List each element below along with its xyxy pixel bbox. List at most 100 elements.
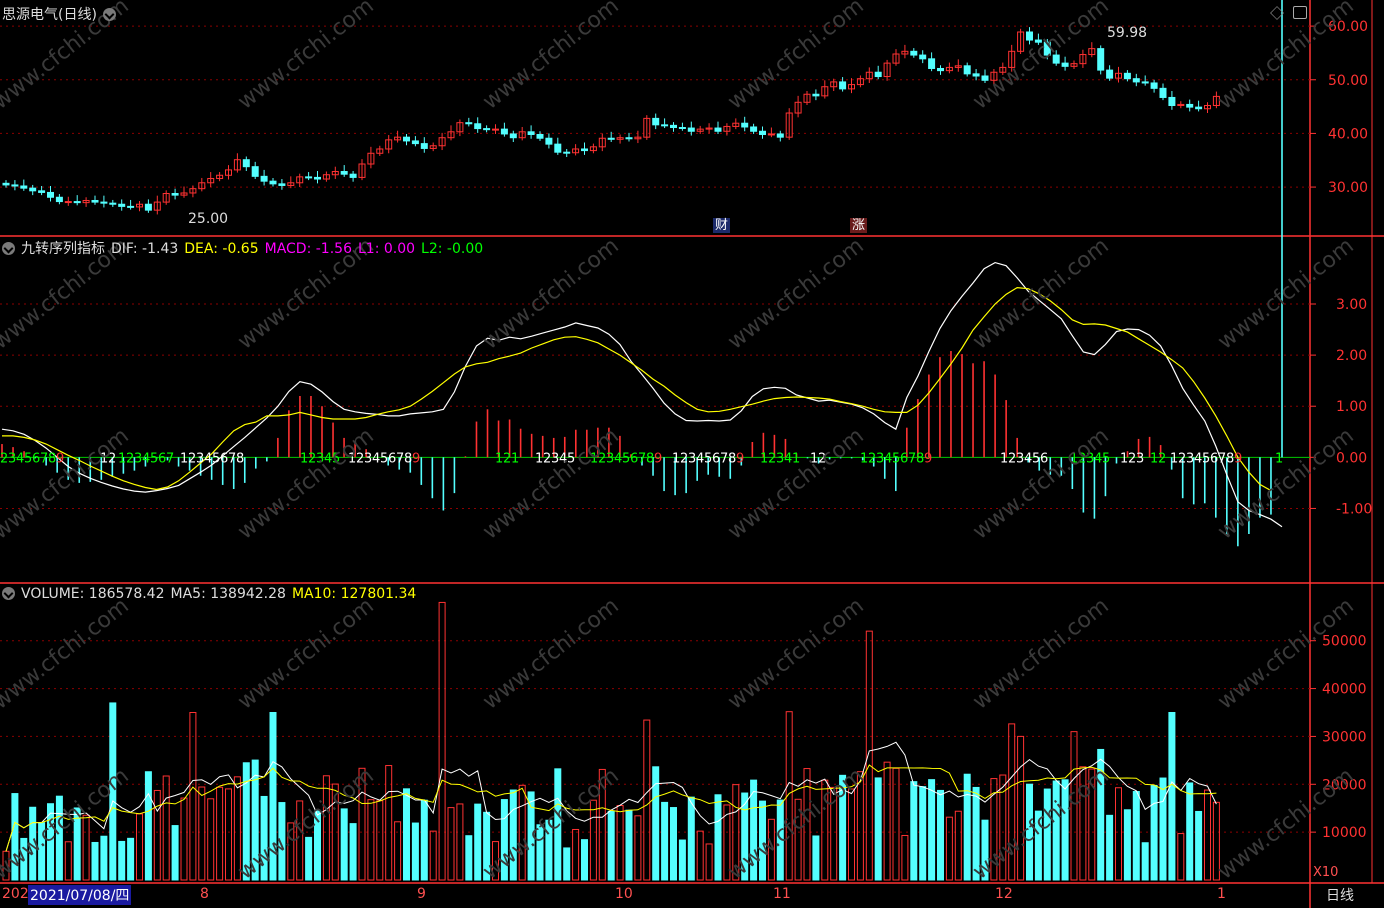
td-count: 1: [118, 451, 126, 466]
volume-bar: [848, 788, 855, 881]
candle-body: [358, 163, 366, 178]
volume-bar: [945, 816, 953, 881]
month-label: 1: [1217, 886, 1226, 902]
volume-bar: [474, 803, 482, 881]
volume-bar: [29, 806, 37, 881]
td-count: 7: [720, 451, 728, 466]
candle-body: [1212, 95, 1220, 107]
td-count: 2: [308, 451, 316, 466]
right-axis: 30.00 40.00 50.00 60.00 -1.00 0.00 1.00 2.00 3.0…: [1310, 19, 1372, 841]
watermark-text: www.cfchi.com: [233, 0, 378, 115]
volume-bar: [723, 804, 731, 881]
volume-bar: [47, 803, 54, 881]
volume-bar: [937, 789, 944, 881]
dropdown-icon[interactable]: [2, 242, 15, 255]
candle-body: [1043, 41, 1051, 56]
dropdown-icon[interactable]: [102, 8, 116, 21]
candle-body: [839, 81, 847, 90]
candle-body: [830, 81, 838, 88]
volume-bar: [812, 835, 820, 881]
td-count: 2: [503, 451, 511, 466]
period-tab[interactable]: 日线: [1326, 888, 1354, 904]
candle-body: [1186, 103, 1194, 108]
candle-body: [403, 136, 410, 142]
volume-bar: [207, 798, 215, 881]
window-icon[interactable]: [1293, 6, 1307, 19]
td-count: 3: [876, 451, 884, 466]
volume-bar: [767, 818, 775, 881]
td-count: 6: [158, 451, 166, 466]
volume-bar: [20, 837, 28, 881]
candle-body: [661, 124, 669, 127]
td-count: 5: [704, 451, 712, 466]
volume-bar: [705, 843, 713, 881]
candle-body: [625, 137, 633, 140]
volume-bar: [500, 799, 508, 881]
volume-bar: [492, 841, 499, 881]
td-count: 7: [638, 451, 646, 466]
volume-bar: [1043, 788, 1051, 881]
td-count: 1: [180, 451, 188, 466]
volume-bar: [340, 808, 348, 881]
candle-body: [100, 201, 108, 204]
candle-body: [385, 139, 393, 150]
td-count: 3: [1016, 451, 1024, 466]
candle-body: [47, 191, 54, 198]
candle-body: [856, 78, 864, 86]
candle-body: [545, 137, 553, 145]
finance-marker[interactable]: 财: [713, 218, 731, 233]
td-count: 1: [792, 451, 800, 466]
candle-body: [340, 171, 348, 175]
volume-bar: [687, 796, 695, 881]
volume-bar: [1186, 782, 1194, 881]
volume-bar: [839, 774, 847, 881]
td-count: 1: [810, 451, 818, 466]
td-count: 1: [760, 451, 768, 466]
td-count: 9: [924, 451, 932, 466]
volume-bar: [652, 766, 660, 881]
zoom-level[interactable]: X10: [1313, 865, 1339, 880]
candle-body: [1061, 62, 1069, 67]
volume-bar: [714, 794, 722, 881]
td-count: 4: [884, 451, 892, 466]
rise-marker[interactable]: 涨: [850, 218, 868, 233]
candlestick-series: [2, 27, 1220, 215]
volume-bar: [598, 768, 606, 881]
dea-value: DEA: -0.65: [184, 241, 259, 257]
td-count: 5: [892, 451, 900, 466]
l1-value: L1: 0.00: [357, 241, 416, 257]
td-count: 6: [1040, 451, 1048, 466]
volume-bar: [1123, 809, 1131, 881]
candle-body: [1141, 81, 1149, 84]
volume-bar: [331, 783, 339, 881]
volume-bar: [153, 789, 161, 881]
volume-bar: [1150, 784, 1158, 881]
volume-value: VOLUME: 186578.42: [21, 586, 165, 602]
volume-bar: [144, 771, 152, 881]
y-tick-label: 10000: [1322, 825, 1367, 841]
candle-body: [1168, 96, 1176, 107]
candle-body: [848, 84, 855, 90]
candle-body: [180, 192, 188, 196]
td-count: 2: [680, 451, 688, 466]
td-count: 2: [1128, 451, 1136, 466]
td-count: 4: [1094, 451, 1102, 466]
volume-bar: [981, 819, 989, 881]
volume-bar: [447, 807, 455, 881]
volume-bar: [118, 840, 126, 881]
y-tick-label: 1.00: [1336, 399, 1367, 415]
candle-body: [2, 182, 10, 186]
candle-body: [616, 137, 624, 140]
candle-body: [750, 126, 758, 132]
candle-body: [1097, 48, 1105, 71]
candle-body: [937, 67, 944, 72]
candle-body: [91, 199, 99, 203]
td-count: 4: [16, 451, 24, 466]
candle-body: [20, 185, 28, 189]
td-count: 7: [166, 451, 174, 466]
volume-bar: [625, 809, 633, 881]
dropdown-icon[interactable]: [2, 587, 15, 600]
candle-body: [225, 169, 232, 176]
volume-bar: [883, 761, 891, 881]
